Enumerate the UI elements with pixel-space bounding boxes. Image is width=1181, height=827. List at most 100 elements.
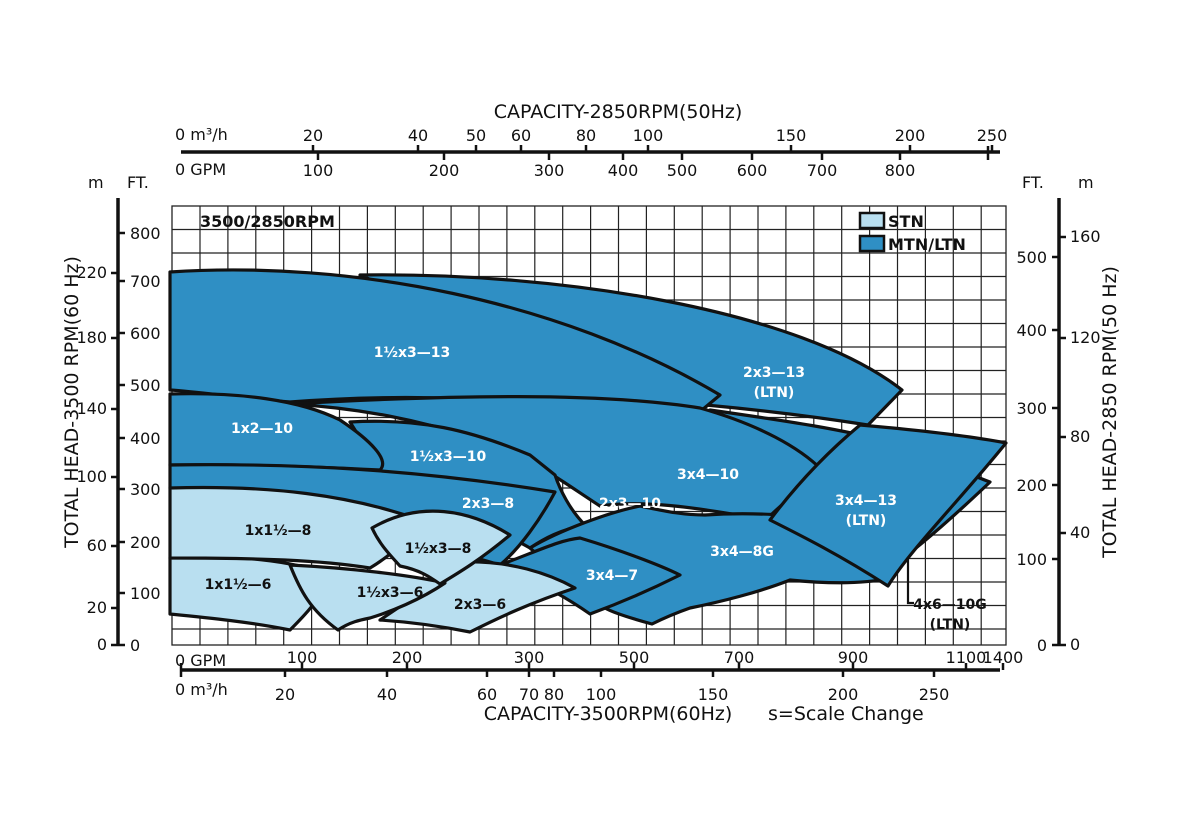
top-gpm-tick-label: 200 xyxy=(429,161,460,180)
bottom-m3h-tick-label: 80 xyxy=(544,685,564,704)
top-m3h-tick-label: 150 xyxy=(776,126,807,145)
region-sublabel-2x3-13: (LTN) xyxy=(754,385,795,401)
region-label-1halfx3-6: 1½x3—6 xyxy=(357,585,424,601)
left-ft-tick-label: 100 xyxy=(130,584,161,603)
region-label-1halfx3-13: 1½x3—13 xyxy=(374,345,451,361)
legend-label-stn: STN xyxy=(888,212,924,231)
right-ft-tick-label: 100 xyxy=(1016,550,1047,569)
bottom-gpm-tick-label: 500 xyxy=(619,648,650,667)
region-label-2x3-6: 2x3—6 xyxy=(454,597,506,613)
top-gpm-tick-label: 700 xyxy=(807,161,838,180)
top-m3h-tick-label: 200 xyxy=(895,126,926,145)
right-ft-unit: FT. xyxy=(1022,173,1044,192)
left-ft-tick-label: 500 xyxy=(130,376,161,395)
top-m3h-tick-label: 40 xyxy=(408,126,428,145)
bottom-gpm-tick-label: 300 xyxy=(514,648,545,667)
region-label-3x4-13: 3x4—13 xyxy=(835,493,897,509)
left-m-tick-label: 140 xyxy=(76,399,107,418)
left-m-tick-label: 220 xyxy=(76,263,107,282)
top-gpm-tick-label: 100 xyxy=(303,161,334,180)
left-axis-title: TOTAL HEAD-3500 RPM(60 Hz) xyxy=(61,256,83,549)
region-3x4-8g xyxy=(768,423,1008,588)
right-ft-tick-label: 400 xyxy=(1016,321,1047,340)
top-axis-title: CAPACITY-2850RPM(50Hz) xyxy=(494,101,743,123)
top-gpm-unit: 0 GPM xyxy=(175,160,226,179)
pump-regions xyxy=(168,268,1008,634)
bottom-gpm-tick-label: 1100 xyxy=(946,648,987,667)
top-gpm-tick-label: 400 xyxy=(608,161,639,180)
top-gpm-tick-label: 800 xyxy=(885,161,916,180)
right-m-tick-label: 160 xyxy=(1070,227,1101,246)
region-4x6-10g-leader xyxy=(906,558,914,605)
region-1x1half-8 xyxy=(168,485,422,570)
top-m3h-tick-label: 80 xyxy=(576,126,596,145)
left-ft-unit: FT. xyxy=(127,173,149,192)
scale-change-note: s=Scale Change xyxy=(768,703,924,725)
bottom-gpm-tick-label: 700 xyxy=(724,648,755,667)
bottom-m3h-tick-label: 250 xyxy=(919,685,950,704)
bottom-gpm-tick-label: 200 xyxy=(392,648,423,667)
left-m-tick-label: 100 xyxy=(76,467,107,486)
region-label-2x3-13: 2x3—13 xyxy=(743,365,805,381)
left-m-unit: m xyxy=(88,173,104,192)
legend-swatch-stn xyxy=(858,211,886,230)
top-gpm-tick-label: 300 xyxy=(534,161,565,180)
top-m3h-tick-label: 50 xyxy=(466,126,486,145)
legend: STN MTN/LTN xyxy=(858,211,966,254)
region-label-1x1half-8: 1x1½—8 xyxy=(245,523,312,539)
right-m-unit: m xyxy=(1078,173,1094,192)
bottom-m3h-tick-label: 60 xyxy=(477,685,497,704)
left-ft-tick-label: 400 xyxy=(130,429,161,448)
legend-label-mtn-ltn: MTN/LTN xyxy=(888,235,966,254)
top-gpm-tick-label: 600 xyxy=(737,161,768,180)
right-m-tick-label: 0 xyxy=(1070,635,1080,654)
left-m-tick-label: 20 xyxy=(87,598,107,617)
left-m-tick-label: 180 xyxy=(76,328,107,347)
region-label-1x1half-6: 1x1½—6 xyxy=(205,577,272,593)
pump-region-labels: 1½x3—13 2x3—13 (LTN) 1x2—10 1½x3—10 3x4—10 3x4… xyxy=(205,345,987,633)
bottom-axis-title: CAPACITY-3500RPM(60Hz) xyxy=(484,703,733,725)
right-ft-tick-label: 0 xyxy=(1037,636,1047,655)
region-label-2x3-8: 2x3—8 xyxy=(462,496,514,512)
left-ft-tick-label: 200 xyxy=(130,533,161,552)
region-1halfx3-8 xyxy=(370,509,512,586)
bottom-m3h-unit: 0 m³/h xyxy=(175,680,228,699)
right-m-tick-label: 120 xyxy=(1070,328,1101,347)
region-label-4x6-10g: 4x6—10G xyxy=(913,597,987,613)
region-label-1halfx3-8: 1½x3—8 xyxy=(405,541,472,557)
top-gpm-tick-label: 500 xyxy=(667,161,698,180)
bottom-m3h-tick-label: 70 xyxy=(519,685,539,704)
bottom-m3h-tick-label: 20 xyxy=(275,685,295,704)
left-ft-tick-label: 600 xyxy=(130,324,161,343)
bottom-gpm-tick-label: 900 xyxy=(838,648,869,667)
bottom-gpm-tick-label: 100 xyxy=(287,648,318,667)
bottom-m3h-tick-label: 200 xyxy=(828,685,859,704)
bottom-m3h-tick-label: 100 xyxy=(586,685,617,704)
bottom-m3h-tick-label: 40 xyxy=(377,685,397,704)
region-label-2x3-10: 2x3—10 xyxy=(599,496,661,512)
region-label-1halfx3-10: 1½x3—10 xyxy=(410,449,487,465)
left-ft-tick-label: 800 xyxy=(130,224,161,243)
top-m3h-tick-label: 60 xyxy=(511,126,531,145)
right-ft-tick-label: 300 xyxy=(1016,399,1047,418)
right-m-tick-label: 40 xyxy=(1070,523,1090,542)
region-label-1x2-10: 1x2—10 xyxy=(231,421,293,437)
region-sublabel-4x6-10g: (LTN) xyxy=(930,617,971,633)
top-m3h-tick-label: 250 xyxy=(977,126,1008,145)
region-label-3x4-10: 3x4—10 xyxy=(677,467,739,483)
left-m-tick-label: 0 xyxy=(97,635,107,654)
bottom-gpm-tick-label: 1400 xyxy=(983,648,1024,667)
top-m3h-tick-label: 100 xyxy=(633,126,664,145)
region-3x4-7 xyxy=(498,536,682,616)
right-ft-tick-label: 200 xyxy=(1016,476,1047,495)
region-label-3x4-7: 3x4—7 xyxy=(586,568,638,584)
bottom-m3h-tick-label: 150 xyxy=(698,685,729,704)
left-m-tick-label: 60 xyxy=(87,536,107,555)
region-1halfx3-6 xyxy=(288,563,447,632)
top-m3h-unit: 0 m³/h xyxy=(175,125,228,144)
right-axis-title: TOTAL HEAD-2850 RPM(50 Hz) xyxy=(1099,266,1121,559)
left-ft-tick-label: 700 xyxy=(130,272,161,291)
speed-header: 3500/2850RPM xyxy=(200,212,335,231)
